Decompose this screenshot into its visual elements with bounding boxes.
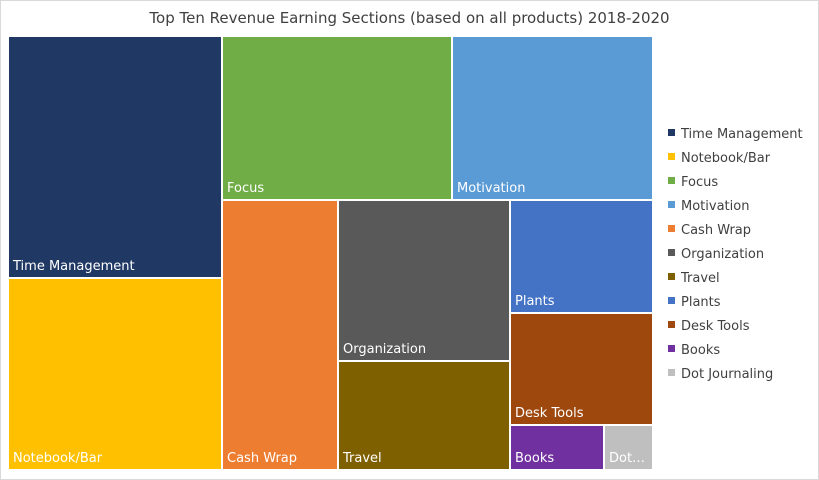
legend-swatch-desk-tools <box>668 321 675 328</box>
tile-label-motivation: Motivation <box>457 181 525 196</box>
legend-swatch-time-management <box>668 129 675 136</box>
legend-swatch-dot-journaling <box>668 369 675 376</box>
legend-label-dot-journaling: Dot Journaling <box>681 367 773 382</box>
tile-label-time-management: Time Management <box>12 259 135 274</box>
tile-label-cash-wrap: Cash Wrap <box>227 451 297 466</box>
tile-dot-journaling <box>603 424 654 471</box>
tile-time-management <box>7 35 223 279</box>
legend-label-time-management: Time Management <box>680 127 803 142</box>
tile-label-plants: Plants <box>515 294 555 309</box>
tile-motivation <box>451 35 654 201</box>
tile-label-dot-journaling: Dot… <box>609 451 645 466</box>
legend-label-focus: Focus <box>681 175 718 190</box>
legend-label-cash-wrap: Cash Wrap <box>681 223 751 238</box>
tile-organization <box>337 199 511 362</box>
legend-swatch-focus <box>668 177 675 184</box>
tile-label-desk-tools: Desk Tools <box>515 406 584 421</box>
legend-swatch-travel <box>668 273 675 280</box>
legend-label-motivation: Motivation <box>681 199 749 214</box>
legend-swatch-books <box>668 345 675 352</box>
tile-books <box>509 424 605 471</box>
legend-swatch-plants <box>668 297 675 304</box>
legend-swatch-organization <box>668 249 675 256</box>
tile-label-books: Books <box>515 451 554 466</box>
legend-label-books: Books <box>681 343 720 358</box>
tile-travel <box>337 360 511 471</box>
tile-label-organization: Organization <box>343 342 426 357</box>
legend-label-desk-tools: Desk Tools <box>681 319 750 334</box>
tile-label-notebook-bar: Notebook/Bar <box>13 451 103 466</box>
tile-notebook-bar <box>7 277 223 471</box>
legend-swatch-motivation <box>668 201 675 208</box>
legend-label-notebook-bar: Notebook/Bar <box>681 151 771 166</box>
legend-label-organization: Organization <box>681 247 764 262</box>
legend-label-travel: Travel <box>680 271 720 286</box>
legend-label-plants: Plants <box>681 295 721 310</box>
chart-title: Top Ten Revenue Earning Sections (based … <box>149 9 670 27</box>
tile-focus <box>221 35 453 201</box>
tile-cash-wrap <box>221 199 339 471</box>
legend-swatch-notebook-bar <box>668 153 675 160</box>
tile-label-focus: Focus <box>227 181 264 196</box>
tile-label-travel: Travel <box>342 451 382 466</box>
tile-plants <box>509 199 654 314</box>
tile-desk-tools <box>509 312 654 426</box>
legend-swatch-cash-wrap <box>668 225 675 232</box>
